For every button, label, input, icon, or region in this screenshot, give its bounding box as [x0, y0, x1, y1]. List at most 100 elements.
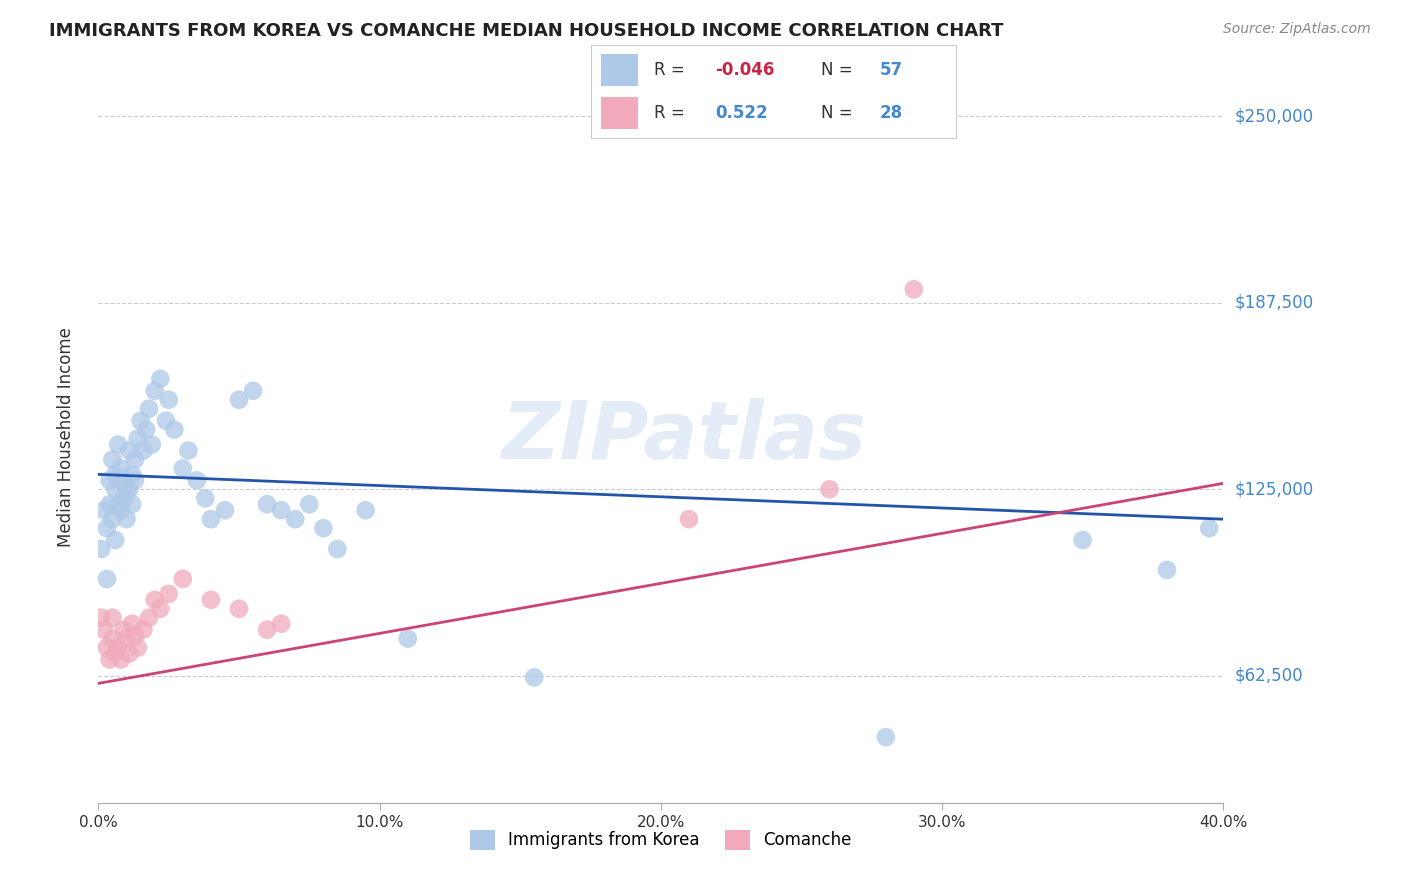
Point	[110, 652, 132, 666]
Point	[143, 384, 166, 398]
Point	[1156, 563, 1178, 577]
Point	[875, 730, 897, 744]
Point	[96, 572, 118, 586]
Point	[903, 282, 925, 296]
Point	[200, 592, 222, 607]
Point	[101, 512, 124, 526]
Point	[155, 414, 177, 428]
Text: R =: R =	[654, 104, 685, 122]
Point	[107, 497, 129, 511]
Point	[98, 497, 121, 511]
Point	[93, 623, 115, 637]
Point	[138, 610, 160, 624]
Point	[129, 414, 152, 428]
Point	[101, 632, 124, 646]
Point	[172, 461, 194, 475]
Point	[143, 592, 166, 607]
Text: IMMIGRANTS FROM KOREA VS COMANCHE MEDIAN HOUSEHOLD INCOME CORRELATION CHART: IMMIGRANTS FROM KOREA VS COMANCHE MEDIAN…	[49, 22, 1004, 40]
Point	[98, 474, 121, 488]
Point	[110, 503, 132, 517]
FancyBboxPatch shape	[602, 54, 638, 86]
Point	[256, 623, 278, 637]
Point	[135, 423, 157, 437]
Text: N =: N =	[821, 104, 852, 122]
Text: $62,500: $62,500	[1234, 667, 1303, 685]
Point	[270, 503, 292, 517]
Point	[101, 452, 124, 467]
Point	[228, 392, 250, 407]
Text: 28: 28	[879, 104, 903, 122]
Point	[118, 647, 141, 661]
Point	[141, 437, 163, 451]
Point	[818, 483, 841, 497]
Point	[121, 467, 143, 482]
Point	[678, 512, 700, 526]
Point	[121, 497, 143, 511]
Point	[326, 542, 349, 557]
Point	[112, 623, 135, 637]
Point	[177, 443, 200, 458]
Point	[149, 601, 172, 615]
Point	[124, 629, 146, 643]
Point	[284, 512, 307, 526]
Point	[396, 632, 419, 646]
Y-axis label: Median Household Income: Median Household Income	[56, 327, 75, 547]
Point	[149, 372, 172, 386]
Text: Source: ZipAtlas.com: Source: ZipAtlas.com	[1223, 22, 1371, 37]
Point	[118, 443, 141, 458]
Point	[256, 497, 278, 511]
FancyBboxPatch shape	[602, 97, 638, 129]
Point	[228, 601, 250, 615]
Point	[157, 392, 180, 407]
Text: 0.522: 0.522	[714, 104, 768, 122]
Point	[115, 483, 138, 497]
Point	[270, 616, 292, 631]
Point	[96, 521, 118, 535]
Text: ZIPatlas: ZIPatlas	[501, 398, 866, 476]
Point	[115, 632, 138, 646]
Point	[98, 652, 121, 666]
Point	[124, 474, 146, 488]
Point	[107, 640, 129, 655]
Point	[104, 483, 127, 497]
Point	[298, 497, 321, 511]
Point	[121, 616, 143, 631]
Point	[172, 572, 194, 586]
Point	[214, 503, 236, 517]
Point	[186, 474, 208, 488]
Text: $250,000: $250,000	[1234, 107, 1313, 125]
Text: $187,500: $187,500	[1234, 293, 1313, 311]
Point	[138, 401, 160, 416]
Point	[127, 432, 149, 446]
Point	[163, 423, 186, 437]
Point	[312, 521, 335, 535]
Point	[118, 483, 141, 497]
Point	[112, 491, 135, 506]
Point	[200, 512, 222, 526]
Point	[107, 437, 129, 451]
Point	[93, 503, 115, 517]
Point	[132, 443, 155, 458]
Point	[354, 503, 377, 517]
Point	[90, 610, 112, 624]
Point	[194, 491, 217, 506]
Text: -0.046: -0.046	[714, 61, 775, 78]
Point	[115, 512, 138, 526]
Point	[104, 467, 127, 482]
Text: 57: 57	[879, 61, 903, 78]
Point	[104, 647, 127, 661]
Text: $125,000: $125,000	[1234, 480, 1313, 499]
Text: R =: R =	[654, 61, 685, 78]
Point	[101, 610, 124, 624]
Text: N =: N =	[821, 61, 852, 78]
Point	[132, 623, 155, 637]
Legend: Immigrants from Korea, Comanche: Immigrants from Korea, Comanche	[464, 823, 858, 856]
Point	[104, 533, 127, 547]
Point	[1198, 521, 1220, 535]
Point	[127, 640, 149, 655]
Point	[110, 461, 132, 475]
Point	[90, 542, 112, 557]
Point	[112, 474, 135, 488]
Point	[523, 670, 546, 684]
Point	[1071, 533, 1094, 547]
